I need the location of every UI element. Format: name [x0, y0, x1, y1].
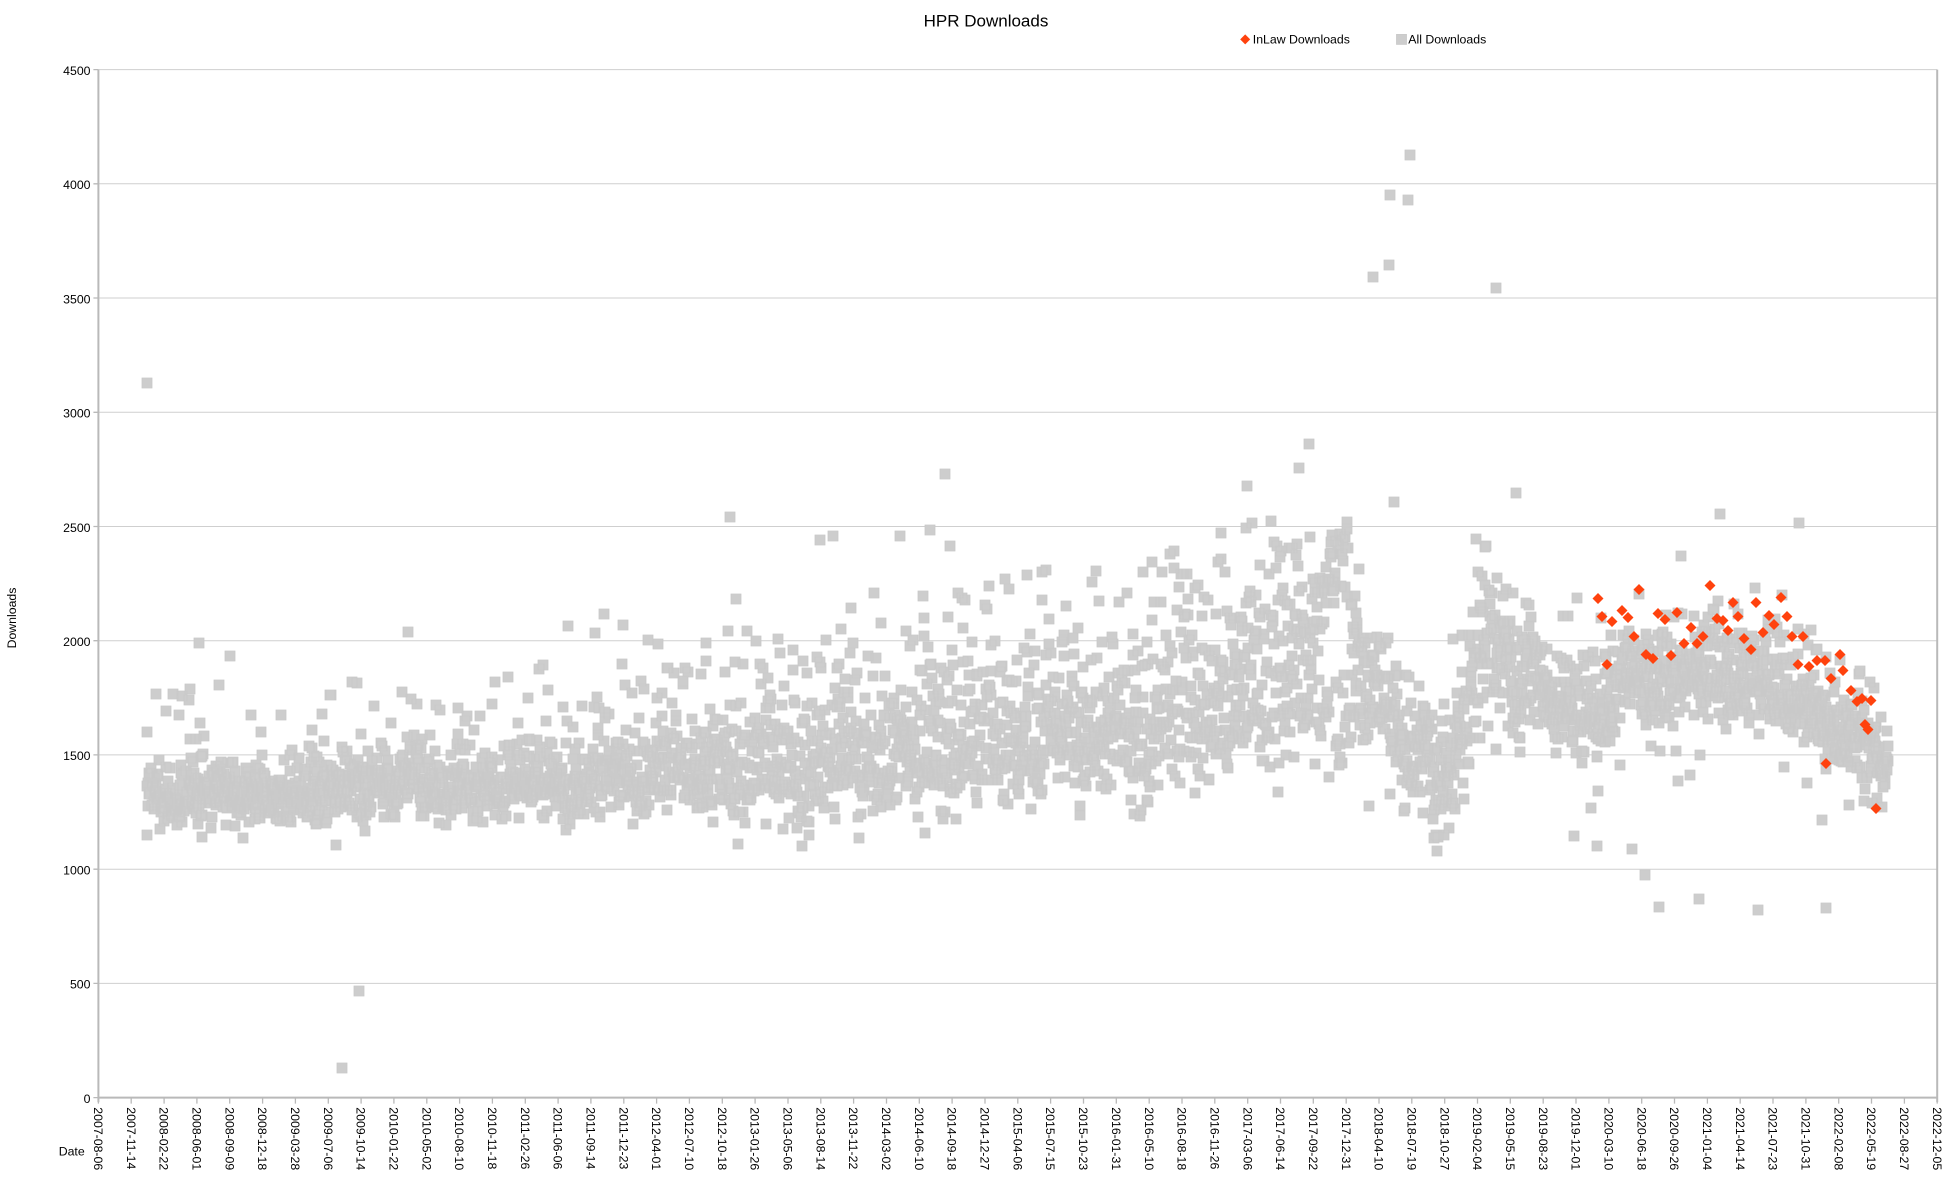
svg-text:2011-12-23: 2011-12-23 — [616, 1107, 630, 1169]
svg-text:2017-09-22: 2017-09-22 — [1306, 1107, 1320, 1170]
svg-text:2012-07-10: 2012-07-10 — [682, 1107, 696, 1170]
svg-text:2010-08-10: 2010-08-10 — [452, 1107, 466, 1170]
svg-text:2022-02-08: 2022-02-08 — [1831, 1107, 1845, 1170]
svg-text:2007-08-06: 2007-08-06 — [91, 1107, 105, 1170]
svg-text:1500: 1500 — [63, 749, 91, 763]
svg-text:2020-03-10: 2020-03-10 — [1602, 1107, 1616, 1170]
svg-text:All Downloads: All Downloads — [1408, 33, 1486, 47]
svg-text:2022-08-27: 2022-08-27 — [1897, 1107, 1911, 1170]
svg-text:Date: Date — [59, 1144, 85, 1158]
svg-text:2017-12-31: 2017-12-31 — [1339, 1107, 1353, 1170]
svg-text:2016-11-26: 2016-11-26 — [1207, 1107, 1221, 1169]
svg-text:2020-06-18: 2020-06-18 — [1634, 1107, 1648, 1170]
svg-text:2010-05-02: 2010-05-02 — [419, 1107, 433, 1170]
svg-text:InLaw Downloads: InLaw Downloads — [1253, 33, 1350, 47]
svg-text:HPR Downloads: HPR Downloads — [924, 12, 1049, 31]
svg-text:2007-11-14: 2007-11-14 — [124, 1107, 138, 1169]
svg-text:2019-05-15: 2019-05-15 — [1503, 1107, 1517, 1170]
svg-text:2500: 2500 — [63, 521, 91, 535]
svg-text:2021-10-31: 2021-10-31 — [1799, 1107, 1813, 1170]
svg-text:2018-07-19: 2018-07-19 — [1404, 1107, 1418, 1170]
svg-text:2013-11-22: 2013-11-22 — [846, 1107, 860, 1169]
svg-text:2021-04-14: 2021-04-14 — [1733, 1107, 1747, 1170]
svg-text:2008-02-22: 2008-02-22 — [157, 1107, 171, 1170]
svg-text:2009-03-28: 2009-03-28 — [288, 1107, 302, 1170]
svg-text:3000: 3000 — [63, 407, 91, 421]
svg-text:2016-05-10: 2016-05-10 — [1142, 1107, 1156, 1170]
svg-text:3500: 3500 — [63, 292, 91, 306]
svg-text:Downloads: Downloads — [5, 588, 19, 649]
svg-text:500: 500 — [70, 978, 91, 992]
svg-text:2011-09-14: 2011-09-14 — [584, 1107, 598, 1169]
svg-text:2021-01-04: 2021-01-04 — [1700, 1107, 1714, 1170]
svg-text:2014-03-02: 2014-03-02 — [879, 1107, 893, 1170]
svg-text:2020-09-26: 2020-09-26 — [1667, 1107, 1681, 1170]
svg-text:2015-04-06: 2015-04-06 — [1010, 1107, 1024, 1170]
svg-text:2012-10-18: 2012-10-18 — [715, 1107, 729, 1170]
svg-text:2014-06-10: 2014-06-10 — [912, 1107, 926, 1170]
svg-text:4000: 4000 — [63, 178, 91, 192]
svg-text:2018-04-10: 2018-04-10 — [1372, 1107, 1386, 1170]
svg-text:4500: 4500 — [63, 64, 91, 78]
svg-text:2000: 2000 — [63, 635, 91, 649]
svg-text:2022-12-05: 2022-12-05 — [1930, 1107, 1944, 1170]
svg-text:2016-01-31: 2016-01-31 — [1109, 1107, 1123, 1170]
svg-text:2014-09-18: 2014-09-18 — [945, 1107, 959, 1170]
svg-text:2015-07-15: 2015-07-15 — [1043, 1107, 1057, 1170]
svg-text:2017-03-06: 2017-03-06 — [1240, 1107, 1254, 1170]
svg-text:2013-05-06: 2013-05-06 — [781, 1107, 795, 1170]
svg-text:0: 0 — [84, 1092, 91, 1106]
svg-text:2015-10-23: 2015-10-23 — [1076, 1107, 1090, 1170]
svg-text:2008-09-09: 2008-09-09 — [222, 1107, 236, 1170]
svg-text:2021-07-23: 2021-07-23 — [1766, 1107, 1780, 1170]
svg-text:2011-02-26: 2011-02-26 — [518, 1107, 532, 1169]
svg-text:2009-10-14: 2009-10-14 — [354, 1107, 368, 1170]
svg-text:2010-01-22: 2010-01-22 — [387, 1107, 401, 1170]
svg-text:2013-01-26: 2013-01-26 — [748, 1107, 762, 1170]
svg-text:2022-05-19: 2022-05-19 — [1864, 1107, 1878, 1170]
svg-text:2019-08-23: 2019-08-23 — [1536, 1107, 1550, 1170]
svg-text:2013-08-14: 2013-08-14 — [813, 1107, 827, 1170]
svg-text:2016-08-18: 2016-08-18 — [1175, 1107, 1189, 1170]
svg-text:2019-12-01: 2019-12-01 — [1569, 1107, 1583, 1170]
svg-text:2012-04-01: 2012-04-01 — [649, 1107, 663, 1170]
svg-text:2018-10-27: 2018-10-27 — [1437, 1107, 1451, 1170]
svg-text:2009-07-06: 2009-07-06 — [321, 1107, 335, 1170]
svg-text:2017-06-14: 2017-06-14 — [1273, 1107, 1287, 1170]
svg-text:2019-02-04: 2019-02-04 — [1470, 1107, 1484, 1170]
svg-text:2011-06-06: 2011-06-06 — [551, 1107, 565, 1169]
svg-text:2008-12-18: 2008-12-18 — [255, 1107, 269, 1170]
svg-text:1000: 1000 — [63, 864, 91, 878]
svg-text:2014-12-27: 2014-12-27 — [978, 1107, 992, 1170]
svg-text:2008-06-01: 2008-06-01 — [190, 1107, 204, 1170]
svg-text:2010-11-18: 2010-11-18 — [485, 1107, 499, 1169]
